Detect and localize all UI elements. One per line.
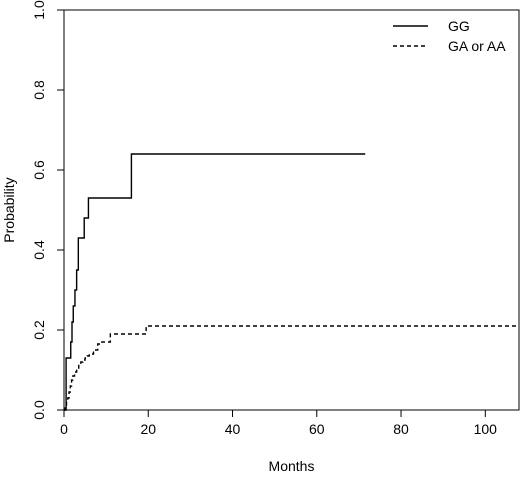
x-tick-label: 80 xyxy=(393,421,409,437)
legend-label: GG xyxy=(448,18,470,34)
y-tick-label: 0.0 xyxy=(31,400,47,420)
series-line-gg xyxy=(64,153,366,411)
y-tick-label: 0.8 xyxy=(31,80,47,100)
x-tick-label: 40 xyxy=(225,421,241,437)
plot-frame xyxy=(63,9,520,411)
x-tick-label: 60 xyxy=(309,421,325,437)
y-tick-label: 0.4 xyxy=(31,240,47,260)
legend: GG GA or AA xyxy=(393,18,506,54)
series-line-ga-or-aa xyxy=(64,325,519,411)
legend-label: GA or AA xyxy=(448,38,506,54)
y-tick-label: 0.6 xyxy=(31,160,47,180)
y-axis: 0.0 0.2 0.4 0.6 0.8 1.0 xyxy=(31,0,64,420)
x-tick-label: 100 xyxy=(474,421,498,437)
x-tick-label: 0 xyxy=(60,421,68,437)
x-axis: 0 20 40 60 80 100 xyxy=(60,410,497,437)
y-axis-label: Probability xyxy=(1,177,17,242)
y-tick-label: 0.2 xyxy=(31,320,47,340)
x-axis-label: Months xyxy=(269,458,315,474)
x-tick-label: 20 xyxy=(140,421,156,437)
y-tick-label: 1.0 xyxy=(31,0,47,20)
series-layer xyxy=(64,153,519,411)
